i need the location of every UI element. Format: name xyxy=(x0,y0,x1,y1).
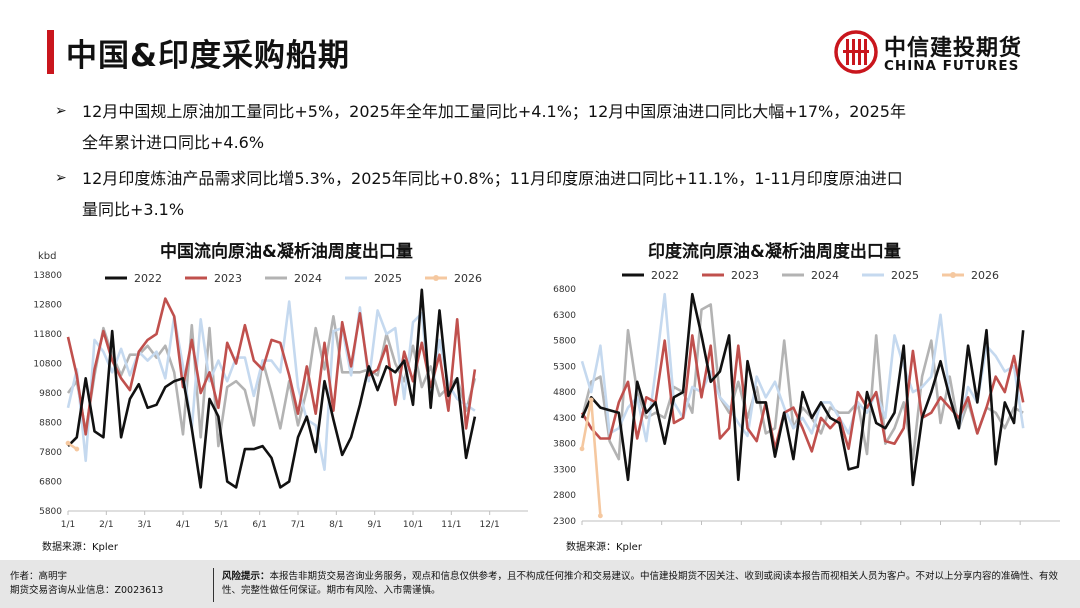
legend-label-2023: 2023 xyxy=(214,272,242,285)
y-tick-label: 10800 xyxy=(33,360,62,370)
arrow-bullet-icon: ➢ xyxy=(55,170,67,186)
y-tick-label: 9800 xyxy=(39,389,62,399)
legend-label-2022: 2022 xyxy=(651,269,679,282)
x-tick-label: 8/1 xyxy=(329,520,343,530)
series-line-2022 xyxy=(580,292,1025,487)
footer-author: 作者：高明宇 期货交易咨询从业信息：Z0023613 xyxy=(10,570,163,598)
y-tick-label: 6300 xyxy=(553,311,576,321)
legend-label-2022: 2022 xyxy=(134,272,162,285)
bullet-line: 12月中国规上原油加工量同比+5%，2025年全年加工量同比+4.1%；12月中… xyxy=(82,102,906,121)
logo-text-en: CHINA FUTURES xyxy=(884,58,1020,74)
x-tick-label: 10/1 xyxy=(403,520,423,530)
bullet-item: ➢ 12月印度炼油产品需求同比增5.3%，2025年同比+0.8%；11月印度原… xyxy=(55,163,1055,225)
y-axis-label: kbd xyxy=(38,251,57,262)
y-tick-label: 4300 xyxy=(553,414,576,424)
legend-label-2026: 2026 xyxy=(454,272,482,285)
y-tick-label: 11800 xyxy=(33,330,62,340)
risk-disclaimer: 风险提示：本报告非期货交易咨询业务服务，观点和信息仅供参考，且不构成任何推介和交… xyxy=(222,570,1072,598)
chart-title-china: 中国流向原油&凝析油周度出口量 xyxy=(160,242,413,262)
footer-divider xyxy=(213,568,214,602)
logo-text-cn: 中信建投期货 xyxy=(884,36,1023,61)
india-export-chart: 2300 2800 3300 3800 4300 4800 5300 5800 6300 6800… xyxy=(553,269,1060,527)
x-tick-label: 2/1 xyxy=(99,520,113,530)
y-tick-label: 6800 xyxy=(39,478,62,488)
series-point-2026 xyxy=(74,446,80,452)
series-line-2024 xyxy=(580,303,1024,461)
legend-label-2025: 2025 xyxy=(891,269,919,282)
legend-marker-2026 xyxy=(950,272,956,278)
citic-logo-icon xyxy=(834,30,878,74)
y-tick-label: 8800 xyxy=(39,419,62,429)
author-license: 期货交易咨询从业信息：Z0023613 xyxy=(10,585,164,596)
y-tick-label: 6800 xyxy=(553,285,576,295)
bullet-list: ➢ 12月中国规上原油加工量同比+5%，2025年全年加工量同比+4.1%；12… xyxy=(55,96,1055,230)
page-title: 中国&印度采购船期 xyxy=(66,38,351,74)
x-tick-label: 5/1 xyxy=(214,520,228,530)
legend-label-2026: 2026 xyxy=(971,269,999,282)
title-accent-bar xyxy=(47,30,54,74)
legend-label-2025: 2025 xyxy=(374,272,402,285)
bullet-line: 量同比+3.1% xyxy=(82,200,185,219)
x-tick-label: 12/1 xyxy=(480,520,500,530)
arrow-bullet-icon: ➢ xyxy=(55,103,67,119)
x-tick-label: 7/1 xyxy=(291,520,305,530)
risk-text: 本报告非期货交易咨询业务服务，观点和信息仅供参考，且不构成任何推介和交易建议。中… xyxy=(222,571,1059,596)
legend-marker-2026 xyxy=(433,275,439,281)
footer: 作者：高明宇 期货交易咨询从业信息：Z0023613 风险提示：本报告非期货交易… xyxy=(0,560,1080,608)
chart-title-india: 印度流向原油&凝析油周度出口量 xyxy=(648,242,901,262)
y-tick-label: 7800 xyxy=(39,448,62,458)
x-tick-label: 1/1 xyxy=(61,520,75,530)
legend-label-2024: 2024 xyxy=(811,269,839,282)
y-tick-label: 5800 xyxy=(39,507,62,517)
legend-label-2023: 2023 xyxy=(731,269,759,282)
y-tick-label: 12800 xyxy=(33,301,62,311)
y-tick-label: 13800 xyxy=(33,271,62,281)
series-point-2026 xyxy=(65,440,71,446)
x-tick-label: 9/1 xyxy=(367,520,381,530)
series-point-2026 xyxy=(579,446,585,452)
series-line-2023 xyxy=(66,297,477,436)
bullet-line: 12月印度炼油产品需求同比增5.3%，2025年同比+0.8%；11月印度原油进… xyxy=(82,169,903,188)
series-point-2026 xyxy=(597,513,603,519)
y-tick-label: 5300 xyxy=(553,362,576,372)
x-tick-label: 3/1 xyxy=(137,520,151,530)
x-tick-label: 6/1 xyxy=(252,520,266,530)
bullet-line: 全年累计进口同比+4.6% xyxy=(82,133,265,152)
bullet-item: ➢ 12月中国规上原油加工量同比+5%，2025年全年加工量同比+4.1%；12… xyxy=(55,96,1055,158)
series-point-2026 xyxy=(588,397,594,403)
risk-label: 风险提示： xyxy=(222,571,270,582)
y-tick-label: 3300 xyxy=(553,465,576,475)
chart-source-china: 数据来源：Kpler xyxy=(42,542,118,553)
author-name: 作者：高明宇 xyxy=(10,571,68,582)
y-tick-label: 3800 xyxy=(553,440,576,450)
brand-logo: 中信建投期货 CHINA FUTURES xyxy=(834,28,1034,76)
x-tick-label: 11/1 xyxy=(441,520,461,530)
legend-label-2024: 2024 xyxy=(294,272,322,285)
y-tick-label: 4800 xyxy=(553,388,576,398)
china-export-chart: 5800 6800 7800 8800 9800 10800 11800 12800 13800… xyxy=(33,251,528,530)
chart-source-india: 数据来源：Kpler xyxy=(566,542,642,553)
x-tick-label: 4/1 xyxy=(176,520,190,530)
series-line-2022 xyxy=(67,288,477,489)
y-tick-label: 2800 xyxy=(553,491,576,501)
y-tick-label: 5800 xyxy=(553,337,576,347)
y-tick-label: 2300 xyxy=(553,517,576,527)
